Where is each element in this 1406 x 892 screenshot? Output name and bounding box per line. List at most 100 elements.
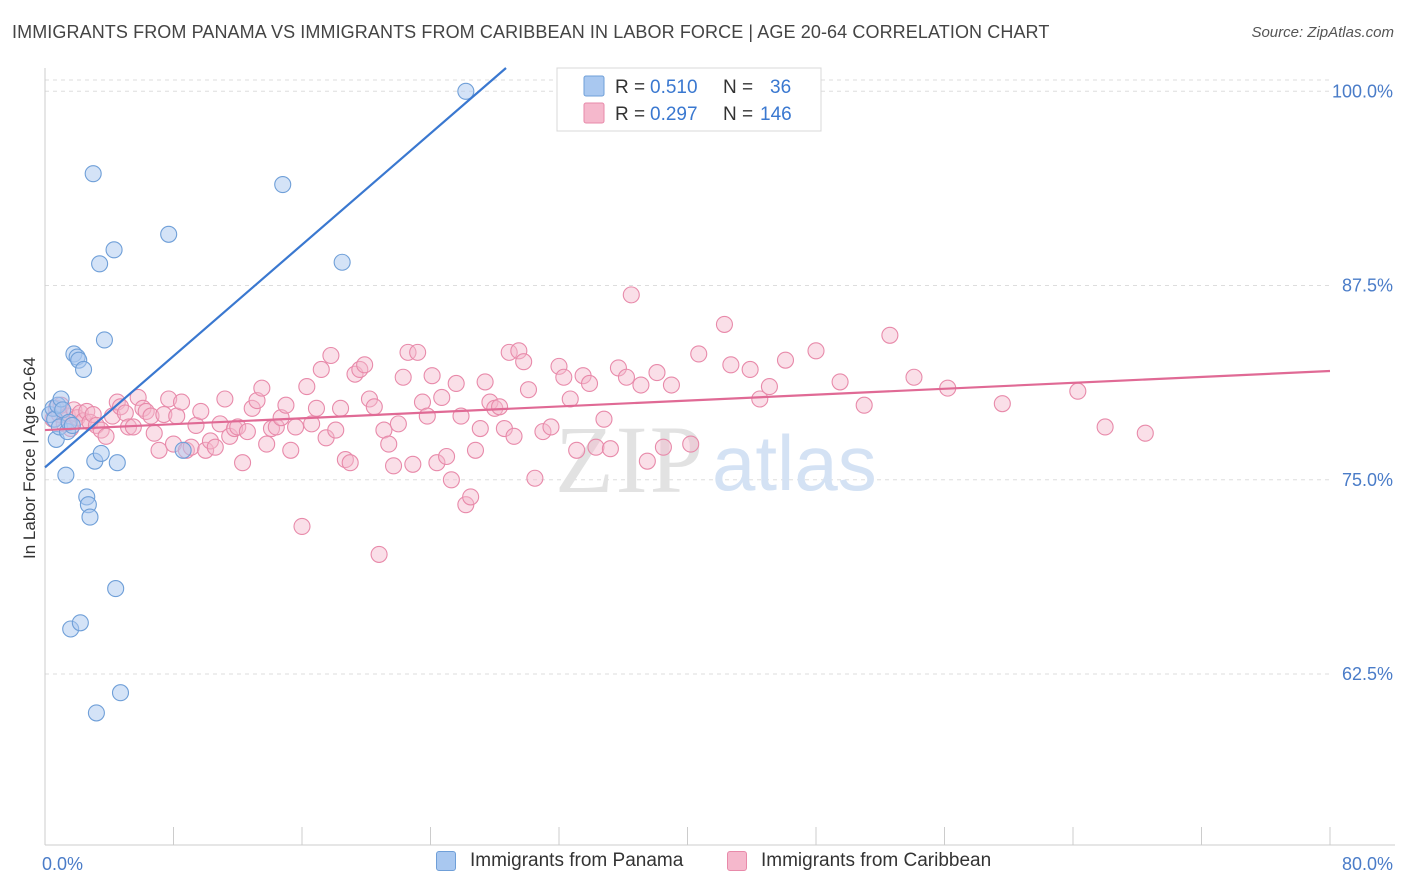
caribbean-point	[282, 441, 300, 459]
caribbean-point	[389, 415, 407, 433]
caribbean-point	[192, 402, 210, 420]
caribbean-point	[155, 405, 173, 424]
caribbean-point	[206, 438, 224, 456]
panama-point	[87, 704, 105, 722]
caribbean-point	[542, 418, 560, 436]
caribbean-point	[365, 398, 383, 416]
caribbean-point	[116, 404, 134, 422]
panama-point	[333, 253, 351, 271]
caribbean-point	[234, 454, 252, 472]
caribbean-point	[287, 418, 305, 436]
caribbean-point	[409, 343, 427, 361]
caribbean-point	[298, 378, 316, 396]
y-axis-label: In Labor Force | Age 20-64	[20, 357, 39, 559]
trend-lines	[44, 67, 1331, 469]
caribbean-point	[760, 378, 778, 396]
watermark-atlas: atlas	[712, 419, 877, 507]
caribbean-point	[587, 438, 605, 456]
caribbean-point	[303, 415, 321, 433]
legend-label-panama: Immigrants from Panama	[470, 850, 684, 871]
caribbean-point	[555, 368, 573, 386]
caribbean-point	[491, 398, 509, 416]
caribbean-point	[87, 416, 105, 434]
caribbean-point	[394, 368, 412, 386]
panama-point	[274, 176, 292, 194]
caribbean-point	[595, 410, 613, 428]
panama-point	[75, 360, 93, 379]
y-tick-label: 75.0%	[1342, 470, 1393, 490]
panama-point	[92, 444, 110, 462]
legend-item-panama: Immigrants from Panama	[436, 850, 683, 872]
caribbean-point	[638, 452, 656, 470]
caribbean-point	[722, 356, 740, 374]
caribbean-point	[855, 396, 873, 414]
caribbean-point	[601, 440, 619, 458]
watermark-zip: ZIP	[555, 406, 705, 513]
caribbean-point	[519, 381, 538, 399]
panama-point	[95, 331, 113, 349]
legend-top: R = 0.510 N = 36 R = 0.297 N = 146	[556, 67, 822, 132]
panama-point	[71, 614, 89, 632]
caribbean-point	[1136, 424, 1154, 442]
caribbean-point	[617, 368, 636, 386]
caribbean-point	[905, 368, 923, 386]
caribbean-point	[741, 360, 759, 379]
caribbean-point	[145, 424, 163, 442]
grid-layer	[45, 79, 1330, 675]
panama-point	[81, 508, 99, 526]
caribbean-point	[238, 423, 256, 441]
caribbean-point	[831, 373, 849, 391]
caribbean-point	[807, 342, 825, 360]
caribbean-point	[277, 396, 295, 414]
caribbean-point	[447, 374, 465, 393]
caribbean-point	[129, 388, 147, 406]
y-tick-label: 62.5%	[1342, 664, 1393, 684]
caribbean-point	[150, 441, 168, 459]
legend-n-value-panama: 36	[770, 77, 791, 98]
series-caribbean-points	[44, 286, 1154, 563]
caribbean-point	[418, 407, 436, 425]
caribbean-point	[580, 374, 599, 393]
caribbean-point	[648, 364, 666, 382]
caribbean-point	[423, 367, 441, 385]
caribbean-point	[622, 286, 640, 304]
caribbean-point	[515, 353, 533, 371]
x-tick-label: 0.0%	[42, 854, 83, 874]
caribbean-point	[404, 455, 422, 473]
caribbean-point	[662, 376, 680, 394]
caribbean-point	[293, 517, 311, 535]
legend-r-value-caribbean: 0.297	[650, 104, 698, 125]
caribbean-point	[160, 390, 178, 408]
caribbean-point	[385, 457, 403, 475]
panama-point	[91, 255, 109, 273]
caribbean-point	[471, 419, 489, 438]
legend-swatch-panama-bottom	[436, 851, 456, 871]
legend-bottom: Immigrants from Panama Immigrants from C…	[0, 850, 1406, 880]
caribbean-point	[253, 379, 271, 397]
panama-point	[111, 684, 130, 702]
caribbean-point	[229, 418, 247, 436]
legend-item-caribbean: Immigrants from Caribbean	[727, 850, 991, 872]
caribbean-point	[682, 435, 700, 453]
caribbean-point	[327, 421, 345, 439]
x-tick-labels: 0.0% 80.0%	[42, 854, 1393, 874]
legend-n-label-caribbean: N =	[723, 104, 753, 125]
caribbean-trend-line	[44, 369, 1331, 432]
caribbean-point	[312, 360, 330, 379]
legend-swatch-panama	[583, 75, 605, 97]
panama-point	[57, 466, 75, 484]
caribbean-point	[97, 427, 115, 445]
caribbean-point	[438, 447, 456, 466]
caribbean-point	[370, 545, 388, 563]
caribbean-point	[654, 438, 672, 456]
caribbean-point	[336, 451, 354, 469]
y-tick-labels: 100.0% 87.5% 75.0% 62.5%	[1332, 81, 1393, 684]
caribbean-point	[197, 441, 215, 459]
caribbean-point	[137, 402, 155, 420]
caribbean-point	[690, 345, 708, 363]
caribbean-point	[776, 351, 795, 369]
x-tick-label: 80.0%	[1342, 854, 1393, 874]
caribbean-point	[751, 390, 769, 408]
caribbean-point	[341, 454, 359, 472]
